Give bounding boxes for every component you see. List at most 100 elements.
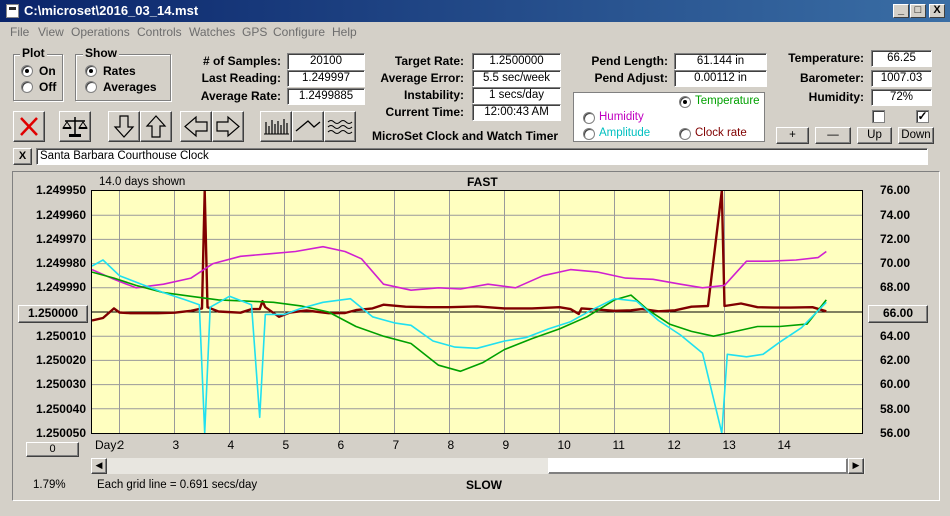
series-amplitude-radio[interactable]: [583, 128, 595, 140]
y-right-tick: 62.00: [879, 353, 910, 367]
menu-watches[interactable]: Watches: [189, 25, 236, 39]
target-rate-label: Target Rate:: [394, 54, 464, 68]
line-chart-icon: [295, 120, 321, 132]
humidity-field: 72%: [871, 89, 932, 106]
y-right-tick: 58.00: [879, 402, 910, 416]
arrow-right-button[interactable]: [212, 111, 244, 142]
stop-button[interactable]: [13, 111, 45, 142]
clock-name-field[interactable]: Santa Barbara Courthouse Clock: [36, 148, 928, 165]
plot-group-label: Plot: [20, 46, 47, 60]
plot-off-radio[interactable]: [21, 81, 33, 93]
up-button[interactable]: Up: [857, 127, 892, 144]
scroll-thumb[interactable]: [548, 458, 848, 474]
show-averages-label: Averages: [103, 80, 157, 94]
y-right-tick: 76.00: [879, 183, 910, 197]
balance-button[interactable]: [59, 111, 91, 142]
close-button[interactable]: X: [929, 4, 945, 18]
plus-button[interactable]: +: [776, 127, 809, 144]
horizontal-scrollbar[interactable]: ◀ ▶: [91, 458, 865, 474]
temperature-field: 66.25: [871, 50, 932, 67]
menu-bar: File View Operations Controls Watches GP…: [0, 22, 950, 42]
average-rate-field: 1.2499885: [287, 88, 365, 105]
series-line-clock-rate: [92, 191, 827, 322]
clear-clock-button[interactable]: X: [13, 148, 32, 165]
y-left-tick: 1.249950: [35, 183, 86, 197]
wave-view-button[interactable]: [324, 111, 356, 142]
y-left-tick: 1.250010: [35, 329, 86, 343]
scroll-left-button[interactable]: ◀: [91, 458, 107, 474]
bar-chart-icon: [264, 119, 289, 135]
chart-panel: [12, 171, 940, 501]
menu-gps[interactable]: GPS: [242, 25, 268, 39]
y-left-tick: 1.249980: [35, 256, 86, 270]
arrow-left-icon: [184, 115, 208, 138]
percent-label: 1.79%: [33, 479, 66, 491]
x-tick-label: 10: [557, 438, 571, 452]
series-selector: [573, 92, 765, 142]
instability-label: Instability:: [403, 88, 464, 102]
down-button[interactable]: Down: [898, 127, 934, 144]
y-right-tick: 56.00: [879, 426, 910, 440]
y-right-tick: 60.00: [879, 377, 910, 391]
plot-on-label: On: [39, 64, 56, 78]
center-rate-button[interactable]: 1.250000: [18, 305, 88, 323]
show-rates-radio[interactable]: [85, 65, 97, 77]
arrow-up-button[interactable]: [140, 111, 172, 142]
menu-view[interactable]: View: [38, 25, 64, 39]
menu-configure[interactable]: Configure: [273, 25, 326, 39]
humidity-label: Humidity:: [808, 90, 864, 104]
y-right-tick: 68.00: [879, 280, 910, 294]
pend-length-label: Pend Length:: [591, 54, 668, 68]
last-reading-field: 1.249997: [287, 70, 365, 87]
instability-field: 1 secs/day: [472, 87, 561, 104]
menu-operations[interactable]: Operations: [71, 25, 130, 39]
current-time-label: Current Time:: [385, 105, 464, 119]
y-left-tick: 1.249990: [35, 280, 86, 294]
temperature-label: Temperature:: [788, 51, 864, 65]
menu-controls[interactable]: Controls: [137, 25, 182, 39]
minimize-button[interactable]: _: [893, 4, 909, 18]
app-icon: [6, 4, 19, 18]
y-left-tick: 1.250020: [35, 353, 86, 367]
show-rates-label: Rates: [103, 64, 136, 78]
series-line-amplitude: [92, 259, 827, 433]
y-left-tick: 1.250030: [35, 377, 86, 391]
plot-off-label: Off: [39, 80, 57, 94]
center-temp-button[interactable]: 66.00: [868, 305, 928, 323]
plot-area[interactable]: [91, 190, 863, 434]
title-bar: C:\microset\2016_03_14.mst _ □ X: [0, 0, 950, 22]
plot-on-radio[interactable]: [21, 65, 33, 77]
minus-button[interactable]: —: [815, 127, 851, 144]
y-left-tick: 1.250050: [35, 426, 86, 440]
average-error-field: 5.5 sec/week: [472, 70, 561, 87]
y-left-tick: 1.249970: [35, 232, 86, 246]
x-tick-label: 13: [722, 438, 736, 452]
last-reading-label: Last Reading:: [201, 71, 281, 85]
slow-label: SLOW: [466, 478, 502, 492]
series-humidity-radio[interactable]: [583, 112, 595, 124]
show-group: [75, 54, 171, 101]
average-rate-label: Average Rate:: [200, 89, 281, 103]
option-checkbox-2[interactable]: ✓: [916, 109, 929, 123]
series-line-temperature: [92, 271, 827, 373]
x-tick-label: 4: [227, 438, 235, 452]
arrow-down-button[interactable]: [108, 111, 140, 142]
show-averages-radio[interactable]: [85, 81, 97, 93]
arrow-right-icon: [216, 115, 240, 138]
option-checkbox-1[interactable]: [872, 110, 885, 123]
start-day-button[interactable]: 0: [26, 442, 79, 457]
line-view-button[interactable]: [292, 111, 324, 142]
scroll-right-button[interactable]: ▶: [848, 458, 864, 474]
arrow-up-icon: [145, 115, 167, 138]
series-clockrate-radio[interactable]: [679, 128, 691, 140]
y-right-tick: 72.00: [879, 232, 910, 246]
menu-help[interactable]: Help: [332, 25, 357, 39]
series-temperature-radio[interactable]: [679, 96, 691, 108]
bar-view-button[interactable]: [260, 111, 292, 142]
arrow-left-button[interactable]: [180, 111, 212, 142]
maximize-button[interactable]: □: [910, 4, 926, 18]
x-tick-label: 8: [447, 438, 455, 452]
x-tick-label: 14: [777, 438, 791, 452]
menu-file[interactable]: File: [10, 25, 30, 39]
samples-field: 20100: [287, 53, 365, 70]
